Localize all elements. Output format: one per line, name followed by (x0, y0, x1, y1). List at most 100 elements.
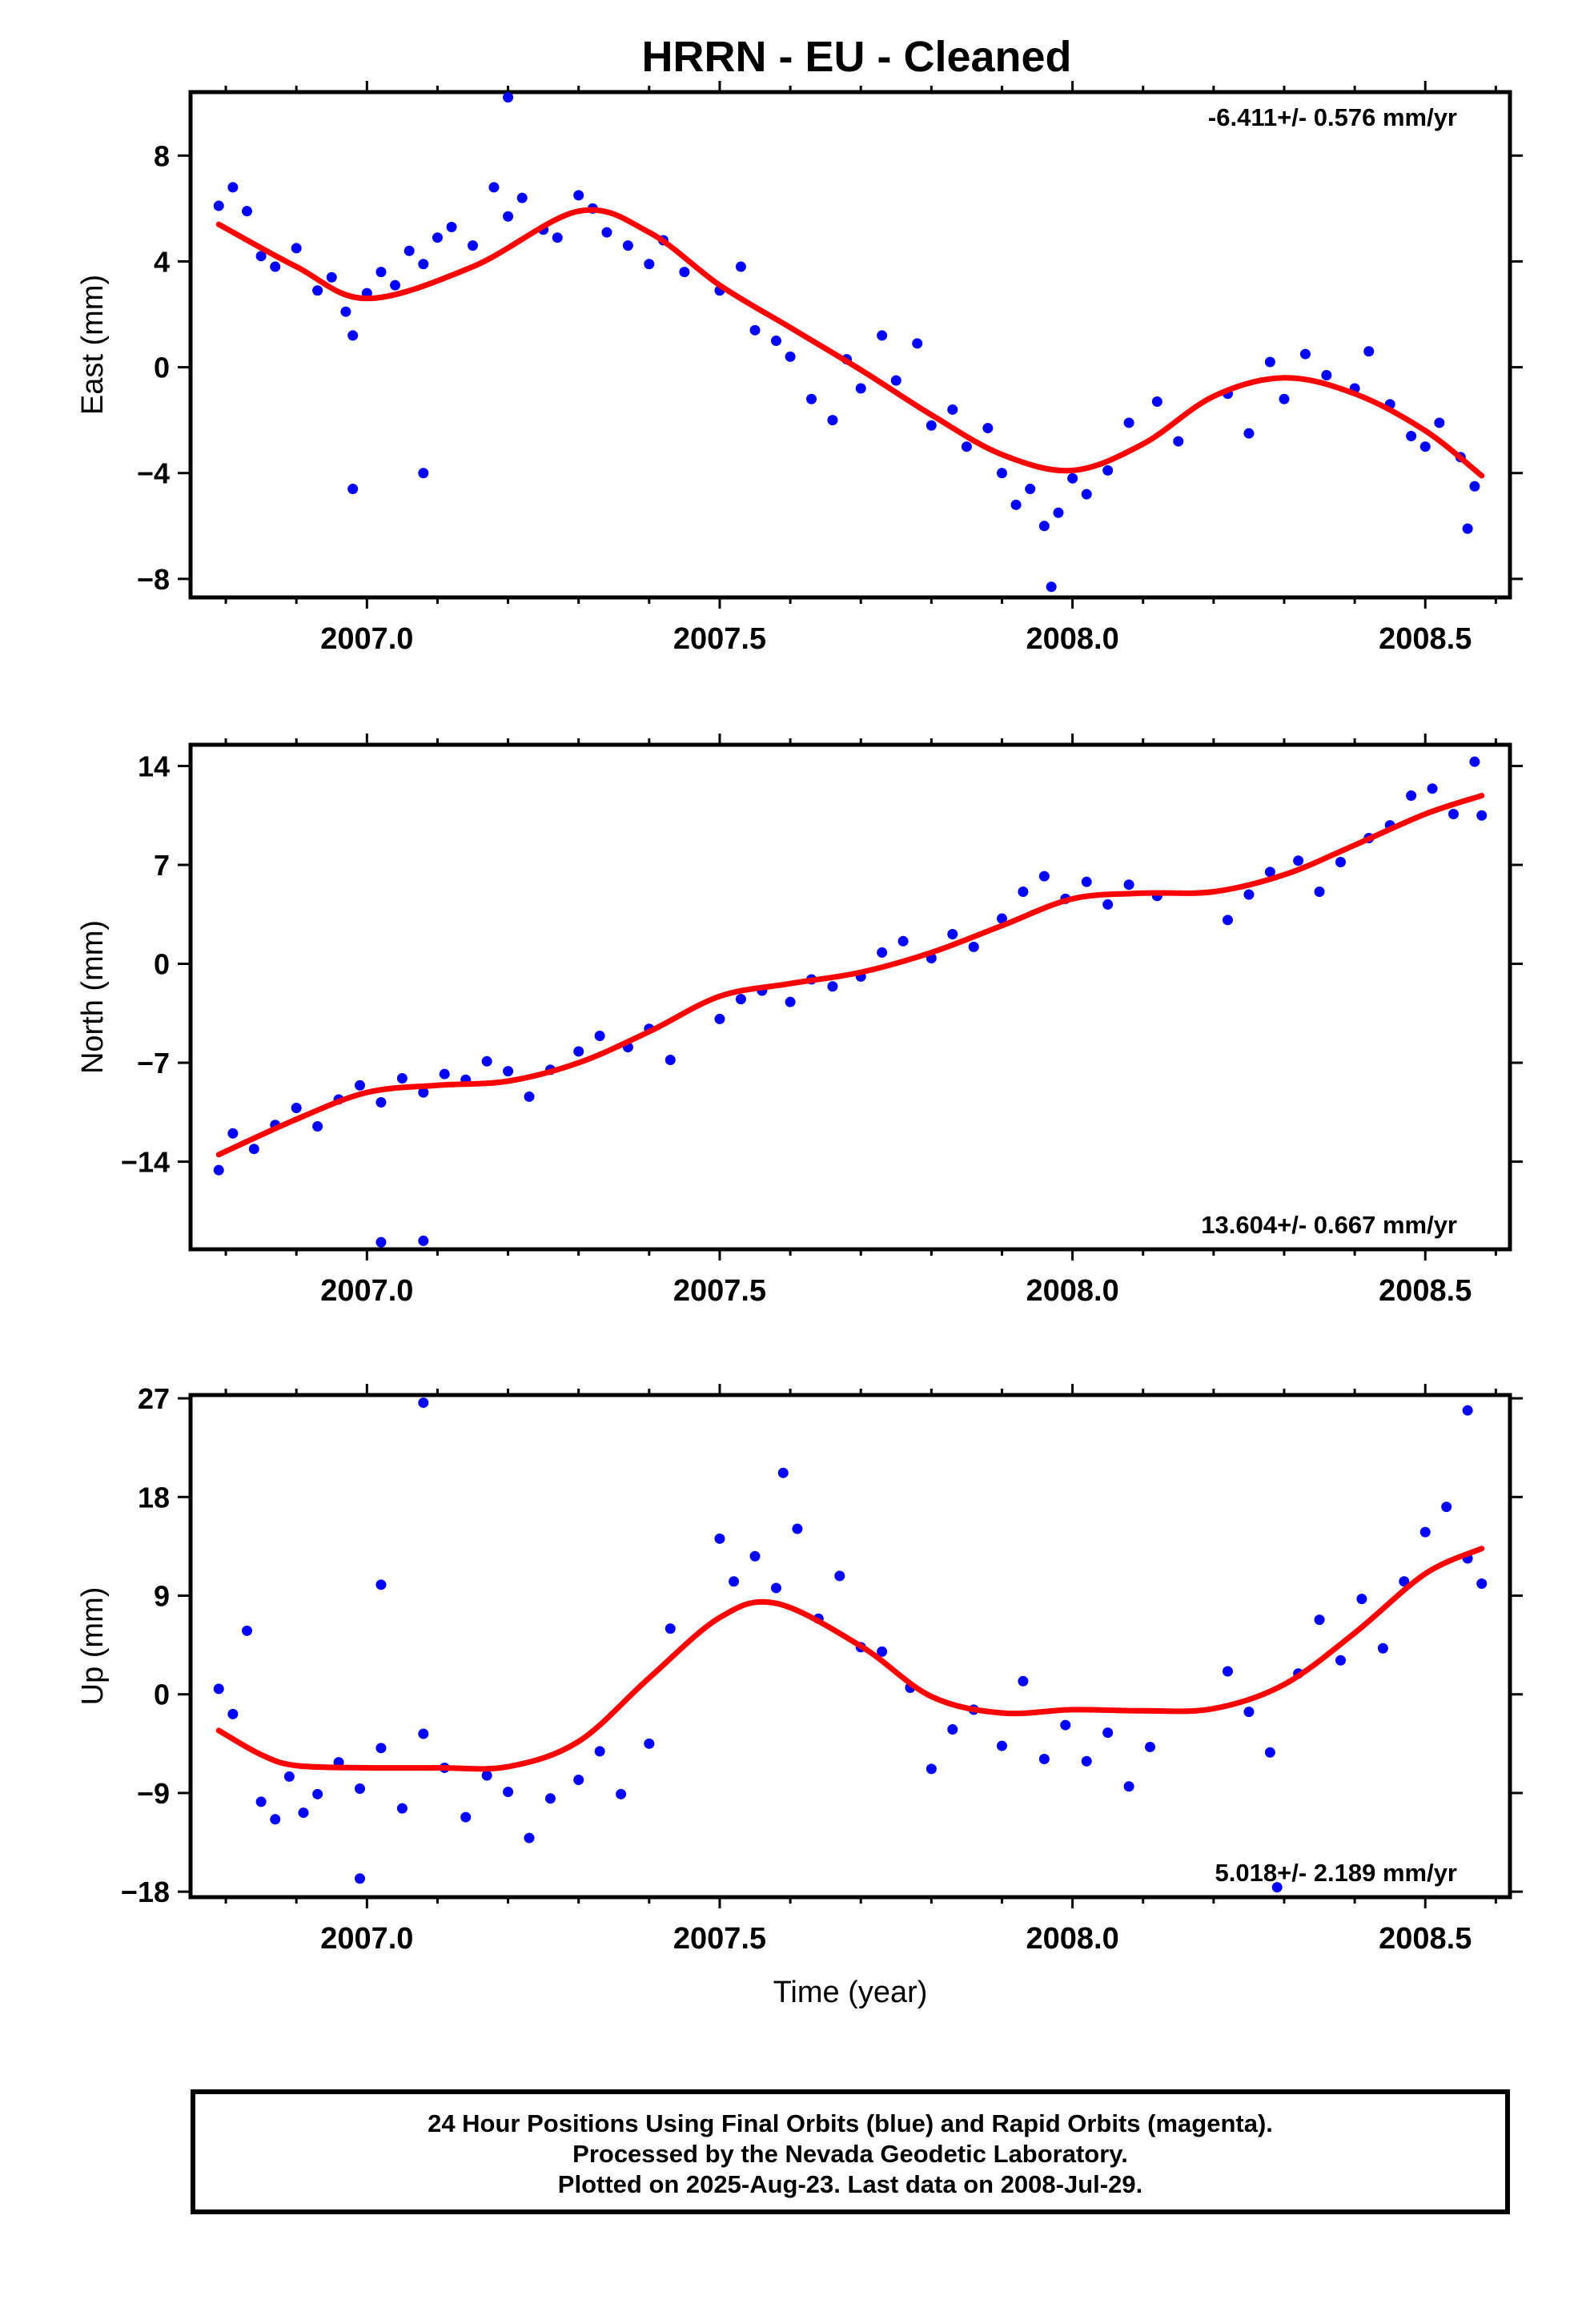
data-point (1314, 1614, 1325, 1626)
data-point (418, 1087, 429, 1098)
data-point (347, 484, 359, 495)
data-point (897, 935, 909, 947)
data-point (227, 1128, 239, 1139)
footer-line-1: 24 Hour Positions Using Final Orbits (bl… (428, 2109, 1273, 2137)
data-point (468, 240, 479, 251)
data-point (1025, 484, 1036, 495)
x-tick-label: 2007.5 (673, 622, 766, 656)
data-point (1419, 1526, 1431, 1538)
data-point (1173, 436, 1184, 447)
data-point (396, 1803, 408, 1814)
data-point (1264, 1747, 1275, 1758)
data-point (1243, 428, 1255, 439)
data-point (644, 1738, 655, 1749)
data-point (1271, 1882, 1283, 1893)
data-point (1399, 1576, 1410, 1587)
data-point (1081, 876, 1092, 887)
data-point (283, 1771, 295, 1782)
x-axis-label: Time (year) (773, 1976, 928, 2009)
data-point (1151, 396, 1162, 408)
data-point (404, 245, 415, 256)
data-point (255, 251, 267, 262)
data-point (1441, 1502, 1452, 1513)
data-point (488, 182, 500, 193)
plot-frame (188, 742, 1512, 1252)
data-point (806, 393, 817, 404)
data-point (418, 259, 429, 270)
data-point (1222, 915, 1233, 926)
data-point (792, 1523, 803, 1534)
data-point (827, 415, 838, 426)
data-point (213, 1164, 224, 1176)
y-axis-label: North (mm) (76, 920, 110, 1074)
data-point (418, 1235, 429, 1246)
y-tick-label: 0 (154, 1679, 170, 1711)
data-point (242, 1625, 253, 1636)
data-point (1427, 783, 1438, 794)
data-point (1102, 1727, 1114, 1739)
x-tick-label: 2008.0 (1026, 1922, 1118, 1956)
data-point (601, 227, 612, 238)
data-point (749, 1550, 761, 1562)
data-point (1053, 507, 1064, 518)
y-tick-label: −18 (121, 1876, 170, 1908)
data-point (573, 1775, 584, 1786)
data-point (1476, 810, 1488, 821)
plot-frame (188, 90, 1512, 600)
panel-2: 2007.0 2007.5 2008.0 2008.5 −14 −7 0 7 14 North (… (76, 734, 1523, 1308)
data-point (248, 1144, 259, 1155)
fit-line (215, 207, 1485, 479)
data-point (1406, 790, 1417, 802)
data-point (503, 211, 514, 222)
data-point (947, 404, 958, 415)
data-points (213, 756, 1488, 1248)
y-tick-label: 0 (154, 948, 170, 981)
data-point (270, 261, 281, 272)
data-point (1102, 464, 1114, 476)
data-point (785, 351, 796, 362)
x-tick-label: 2008.5 (1379, 1274, 1472, 1308)
data-point (1314, 887, 1325, 898)
data-point (418, 1397, 429, 1409)
y-tick-label: −7 (137, 1047, 170, 1080)
data-point (834, 1570, 845, 1582)
rate-label: -6.411+/- 0.576 mm/yr (1208, 103, 1457, 131)
rate-label: 13.604+/- 0.667 mm/yr (1201, 1211, 1457, 1239)
data-point (1356, 1594, 1367, 1605)
data-point (573, 190, 584, 201)
data-point (877, 947, 888, 958)
data-point (503, 92, 514, 103)
data-point (827, 981, 838, 992)
data-point (355, 1873, 366, 1884)
data-point (213, 1683, 224, 1695)
data-point (390, 279, 401, 291)
data-point (1060, 1719, 1071, 1731)
data-point (926, 420, 937, 431)
data-point (291, 1103, 302, 1114)
fit-line (215, 1546, 1485, 1772)
data-point (996, 468, 1007, 479)
data-point (982, 423, 994, 434)
data-point (968, 941, 979, 952)
data-point (996, 1740, 1007, 1751)
data-point (622, 240, 633, 251)
data-point (926, 1763, 937, 1775)
y-tick-label: 9 (154, 1580, 170, 1613)
data-point (996, 913, 1007, 924)
data-point (1046, 581, 1057, 593)
footer-line-2: Processed by the Nevada Geodetic Laborat… (572, 2140, 1128, 2168)
data-point (1462, 523, 1473, 534)
data-point (255, 1796, 267, 1807)
data-point (1018, 1675, 1029, 1687)
data-point (375, 1236, 387, 1248)
data-point (460, 1811, 472, 1823)
data-point (961, 441, 972, 452)
y-axis-label: East (mm) (76, 275, 110, 415)
data-point (1038, 870, 1050, 882)
x-tick-label: 2007.5 (673, 1274, 766, 1308)
data-point (396, 1072, 408, 1084)
data-point (729, 1576, 740, 1587)
y-tick-label: 7 (154, 849, 170, 882)
data-point (1081, 489, 1092, 500)
